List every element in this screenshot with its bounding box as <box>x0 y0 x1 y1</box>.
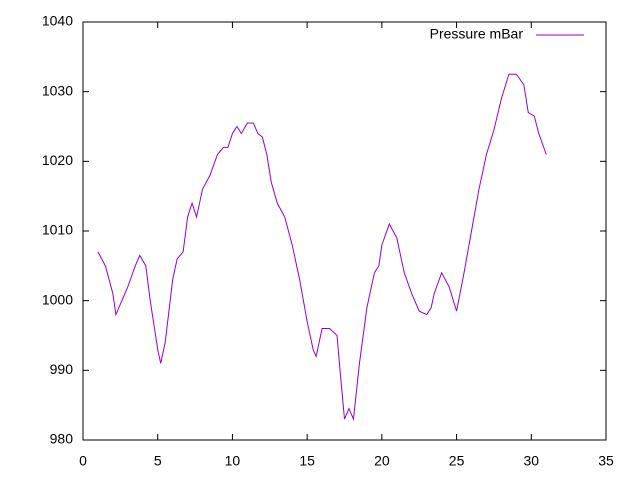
x-tick-label: 15 <box>299 453 315 469</box>
x-tick-label: 20 <box>374 453 390 469</box>
x-tick-label: 30 <box>523 453 539 469</box>
y-tick-label: 1020 <box>42 152 73 168</box>
x-tick-label: 10 <box>225 453 241 469</box>
y-tick-label: 1000 <box>42 291 73 307</box>
y-tick-label: 1010 <box>42 222 73 238</box>
y-tick-label: 1040 <box>42 13 73 29</box>
x-tick-label: 0 <box>79 453 87 469</box>
plot-frame <box>82 21 607 441</box>
data-line <box>97 73 547 422</box>
x-tick-label: 25 <box>449 453 465 469</box>
y-tick-label: 1030 <box>42 82 73 98</box>
y-tick-label: 990 <box>50 361 74 377</box>
x-tick-label: 5 <box>154 453 162 469</box>
x-tick-label: 35 <box>598 453 614 469</box>
legend-label: Pressure mBar <box>430 26 524 42</box>
y-tick-label: 980 <box>50 431 74 447</box>
